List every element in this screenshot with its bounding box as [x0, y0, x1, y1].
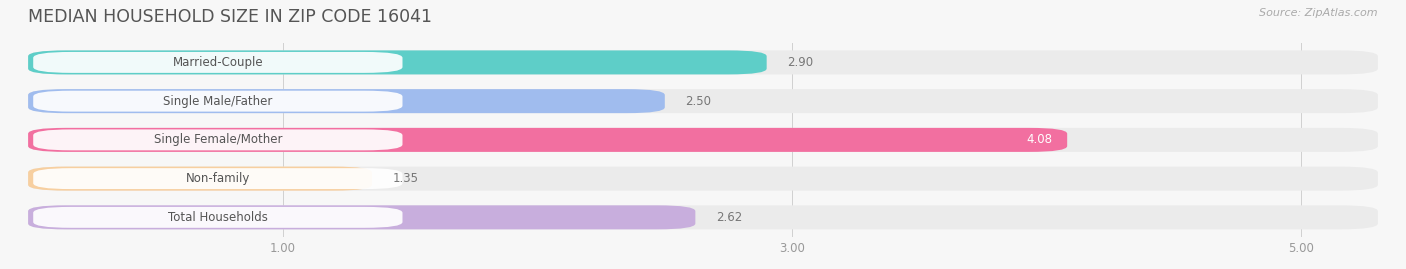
FancyBboxPatch shape — [34, 129, 402, 150]
Text: 1.35: 1.35 — [392, 172, 419, 185]
FancyBboxPatch shape — [34, 91, 402, 112]
Text: Source: ZipAtlas.com: Source: ZipAtlas.com — [1260, 8, 1378, 18]
FancyBboxPatch shape — [28, 128, 1067, 152]
FancyBboxPatch shape — [28, 167, 1378, 191]
FancyBboxPatch shape — [28, 50, 1378, 75]
Text: 2.50: 2.50 — [685, 95, 711, 108]
Text: Single Female/Mother: Single Female/Mother — [153, 133, 283, 146]
Text: 2.90: 2.90 — [787, 56, 813, 69]
Text: 2.62: 2.62 — [716, 211, 742, 224]
Text: Non-family: Non-family — [186, 172, 250, 185]
FancyBboxPatch shape — [28, 89, 665, 113]
FancyBboxPatch shape — [28, 205, 696, 229]
FancyBboxPatch shape — [28, 167, 373, 191]
FancyBboxPatch shape — [28, 205, 1378, 229]
FancyBboxPatch shape — [28, 89, 1378, 113]
Text: Married-Couple: Married-Couple — [173, 56, 263, 69]
Text: 4.08: 4.08 — [1026, 133, 1052, 146]
FancyBboxPatch shape — [34, 207, 402, 228]
Text: Total Households: Total Households — [167, 211, 267, 224]
FancyBboxPatch shape — [28, 128, 1378, 152]
FancyBboxPatch shape — [34, 168, 402, 189]
FancyBboxPatch shape — [28, 50, 766, 75]
FancyBboxPatch shape — [34, 52, 402, 73]
Text: Single Male/Father: Single Male/Father — [163, 95, 273, 108]
Text: MEDIAN HOUSEHOLD SIZE IN ZIP CODE 16041: MEDIAN HOUSEHOLD SIZE IN ZIP CODE 16041 — [28, 8, 432, 26]
